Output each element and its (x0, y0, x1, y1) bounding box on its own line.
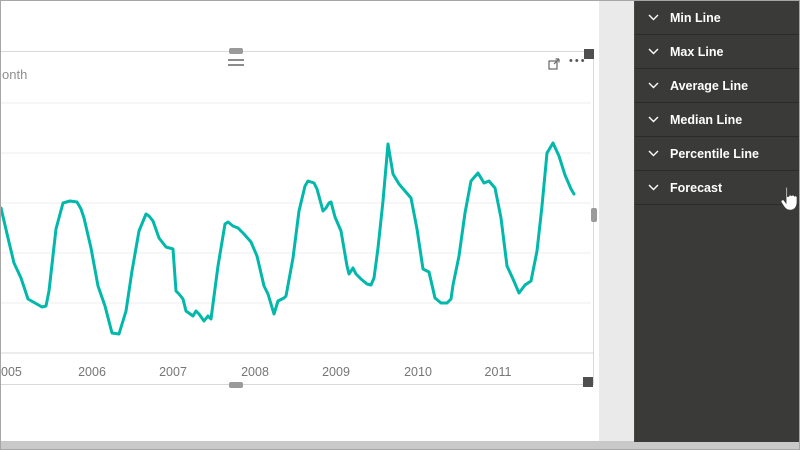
x-axis-tick-label: 2010 (404, 365, 432, 379)
more-options-icon[interactable]: ••• (569, 55, 587, 67)
resize-handle-top-right-icon[interactable] (584, 49, 594, 59)
resize-handle-bottom[interactable] (229, 382, 243, 388)
chevron-down-icon (648, 184, 659, 191)
chevron-down-icon (648, 48, 659, 55)
x-axis-tick-label: 2006 (78, 365, 106, 379)
analytics-item-label: Forecast (670, 180, 723, 195)
analytics-item-label: Percentile Line (670, 146, 759, 161)
resize-handle-bottom-right-icon[interactable] (583, 377, 593, 387)
resize-handle-top[interactable] (229, 48, 243, 54)
x-axis-tick-label: 005 (1, 365, 22, 379)
analytics-item-label: Average Line (670, 78, 749, 93)
analytics-item-percentile-line[interactable]: Percentile Line (635, 137, 799, 171)
analytics-item-median-line[interactable]: Median Line (635, 103, 799, 137)
focus-mode-icon[interactable] (548, 57, 561, 70)
analytics-item-label: Max Line (670, 44, 724, 59)
line-chart-visual[interactable] (1, 51, 594, 385)
report-canvas: onth 005 2006 2007 2008 2009 2010 2011 ••• (1, 1, 599, 442)
drag-grip-icon[interactable] (228, 59, 244, 66)
x-axis-tick-label: 2007 (159, 365, 187, 379)
chevron-down-icon (648, 116, 659, 123)
canvas-bottom-edge (1, 441, 799, 449)
chevron-down-icon (648, 150, 659, 157)
analytics-item-forecast[interactable]: Forecast (635, 171, 799, 205)
x-axis-tick-label: 2008 (241, 365, 269, 379)
x-axis-tick-label: 2009 (322, 365, 350, 379)
analytics-pane: Min Line Max Line Average Line Median Line P… (634, 1, 799, 442)
chart-title: onth (2, 67, 28, 82)
resize-handle-right[interactable] (591, 208, 597, 222)
analytics-item-label: Median Line (670, 112, 743, 127)
chevron-down-icon (648, 14, 659, 21)
analytics-item-label: Min Line (670, 10, 721, 25)
analytics-item-max-line[interactable]: Max Line (635, 35, 799, 69)
analytics-item-min-line[interactable]: Min Line (635, 1, 799, 35)
x-axis-tick-label: 2011 (484, 365, 512, 379)
analytics-item-average-line[interactable]: Average Line (635, 69, 799, 103)
workspace-gap (599, 1, 634, 442)
chevron-down-icon (648, 82, 659, 89)
